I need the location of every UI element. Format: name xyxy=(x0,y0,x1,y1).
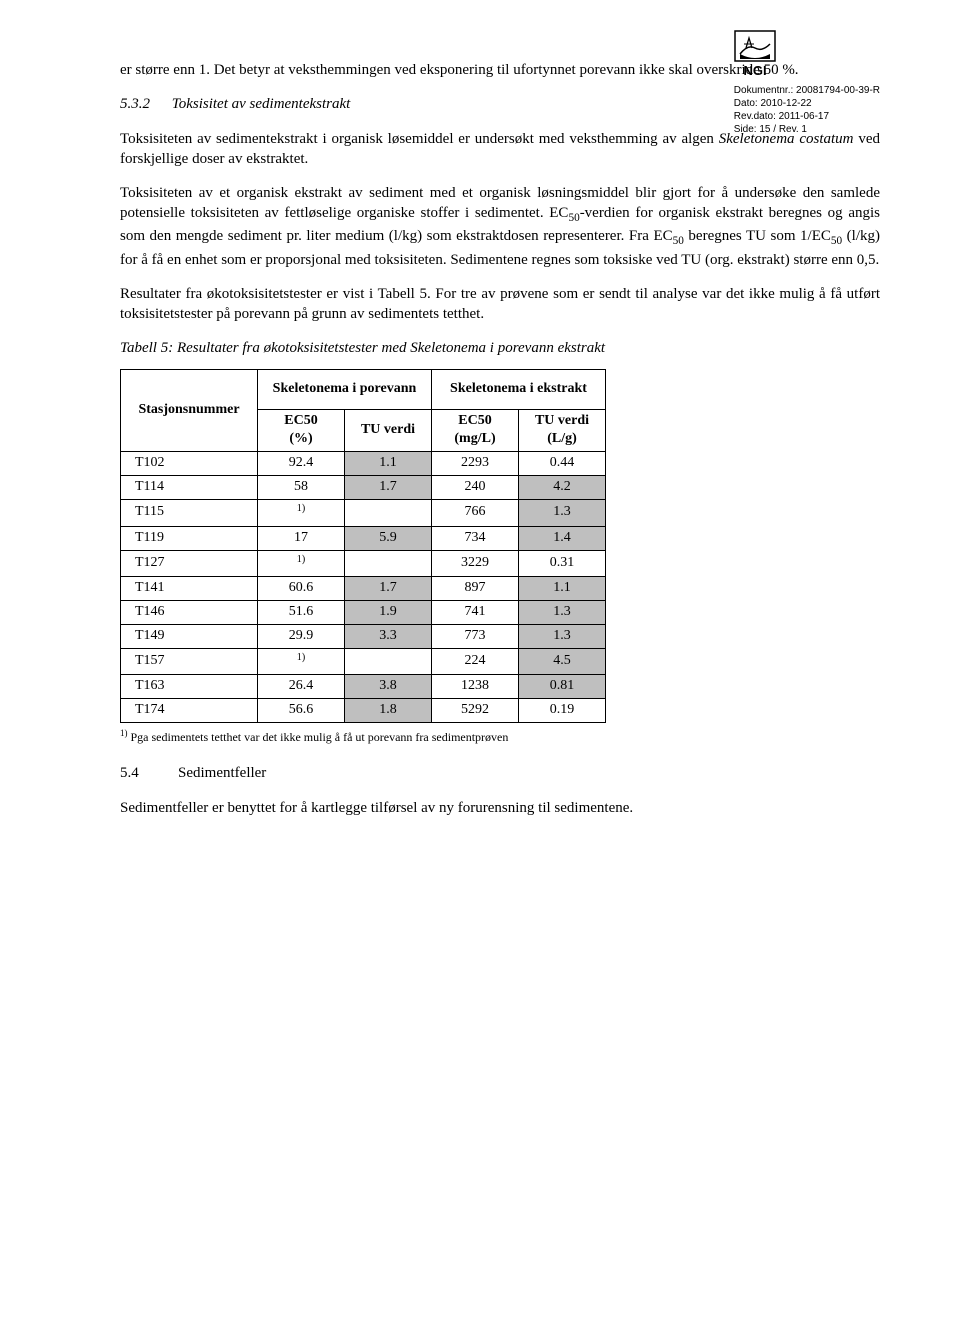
dato-value: 2010-12-22 xyxy=(760,98,811,109)
cell-ec50-mgl: 5292 xyxy=(432,699,519,723)
cell-tu xyxy=(345,500,432,527)
cell-ec50-pct: 1) xyxy=(258,648,345,675)
section-title: Sedimentfeller xyxy=(178,765,266,781)
cell-tu: 1.9 xyxy=(345,600,432,624)
cell-ec50-pct: 26.4 xyxy=(258,675,345,699)
cell-ec50-pct: 51.6 xyxy=(258,600,345,624)
cell-ec50-pct: 58 xyxy=(258,476,345,500)
cell-ec50-mgl: 1238 xyxy=(432,675,519,699)
cell-tu xyxy=(345,648,432,675)
document-body: er større enn 1. Det betyr at veksthemmi… xyxy=(120,60,880,818)
cell-ec50-mgl: 224 xyxy=(432,648,519,675)
cell-station: T174 xyxy=(121,699,258,723)
cell-station: T157 xyxy=(121,648,258,675)
col-station: Stasjonsnummer xyxy=(121,369,258,452)
section-number: 5.3.2 xyxy=(120,94,168,114)
table-row: T16326.43.812380.81 xyxy=(121,675,606,699)
cell-ec50-pct: 56.6 xyxy=(258,699,345,723)
col-group-porevann: Skeletonema i porevann xyxy=(258,369,432,409)
cell-tu-lg: 4.5 xyxy=(519,648,606,675)
revdato-label: Rev.dato: xyxy=(734,111,776,122)
cell-tu-lg: 1.3 xyxy=(519,624,606,648)
side-value: 15 / Rev. 1 xyxy=(759,124,807,135)
section-heading-54: 5.4Sedimentfeller xyxy=(120,763,880,783)
table-row: T119175.97341.4 xyxy=(121,526,606,550)
cell-station: T146 xyxy=(121,600,258,624)
cell-ec50-pct: 1) xyxy=(258,550,345,577)
table-row: T1151) 7661.3 xyxy=(121,500,606,527)
paragraph: Sedimentfeller er benyttet for å kartleg… xyxy=(120,798,880,818)
ngi-logo: NGI xyxy=(734,30,880,78)
table-footnote: 1) Pga sedimentets tetthet var det ikke … xyxy=(120,727,880,745)
document-meta: Dokumentnr.: 20081794-00-39-R Dato: 2010… xyxy=(734,84,880,136)
table-row: T114581.72404.2 xyxy=(121,476,606,500)
section-number: 5.4 xyxy=(120,763,178,783)
cell-tu: 1.1 xyxy=(345,452,432,476)
col-ec50-pct: EC50(%) xyxy=(258,409,345,452)
col-tu: TU verdi xyxy=(345,409,432,452)
table-row: T17456.61.852920.19 xyxy=(121,699,606,723)
cell-tu: 1.8 xyxy=(345,699,432,723)
svg-text:NGI: NGI xyxy=(743,63,766,78)
cell-tu-lg: 0.31 xyxy=(519,550,606,577)
cell-station: T141 xyxy=(121,577,258,601)
cell-tu-lg: 0.19 xyxy=(519,699,606,723)
table-row: T10292.41.122930.44 xyxy=(121,452,606,476)
table-caption: Tabell 5: Resultater fra økotoksisitetst… xyxy=(120,338,880,358)
table-row: T14651.61.97411.3 xyxy=(121,600,606,624)
paragraph: Resultater fra økotoksisitetstester er v… xyxy=(120,284,880,325)
cell-tu: 3.3 xyxy=(345,624,432,648)
section-title: Toksisitet av sedimentekstrakt xyxy=(172,96,351,112)
cell-ec50-mgl: 3229 xyxy=(432,550,519,577)
cell-tu-lg: 1.3 xyxy=(519,500,606,527)
cell-ec50-pct: 17 xyxy=(258,526,345,550)
cell-ec50-mgl: 773 xyxy=(432,624,519,648)
cell-ec50-mgl: 2293 xyxy=(432,452,519,476)
table-row: T14929.93.37731.3 xyxy=(121,624,606,648)
table-row: T1271) 32290.31 xyxy=(121,550,606,577)
docnr-label: Dokumentnr.: xyxy=(734,85,793,96)
col-ec50-mgl: EC50(mg/L) xyxy=(432,409,519,452)
cell-station: T102 xyxy=(121,452,258,476)
cell-ec50-pct: 29.9 xyxy=(258,624,345,648)
cell-station: T119 xyxy=(121,526,258,550)
cell-tu-lg: 1.1 xyxy=(519,577,606,601)
results-table: Stasjonsnummer Skeletonema i porevann Sk… xyxy=(120,369,606,723)
cell-station: T149 xyxy=(121,624,258,648)
dato-label: Dato: xyxy=(734,98,758,109)
cell-tu-lg: 1.4 xyxy=(519,526,606,550)
col-group-ekstrakt: Skeletonema i ekstrakt xyxy=(432,369,606,409)
col-tu-lg: TU verdi(L/g) xyxy=(519,409,606,452)
cell-tu: 3.8 xyxy=(345,675,432,699)
table-row: T14160.61.78971.1 xyxy=(121,577,606,601)
table-row: T1571) 2244.5 xyxy=(121,648,606,675)
cell-tu-lg: 1.3 xyxy=(519,600,606,624)
cell-ec50-mgl: 766 xyxy=(432,500,519,527)
cell-ec50-mgl: 734 xyxy=(432,526,519,550)
cell-tu-lg: 0.81 xyxy=(519,675,606,699)
cell-station: T163 xyxy=(121,675,258,699)
cell-station: T127 xyxy=(121,550,258,577)
paragraph: Toksisiteten av et organisk ekstrakt av … xyxy=(120,183,880,270)
cell-ec50-pct: 60.6 xyxy=(258,577,345,601)
cell-tu-lg: 0.44 xyxy=(519,452,606,476)
docnr-value: 20081794-00-39-R xyxy=(796,85,880,96)
cell-station: T115 xyxy=(121,500,258,527)
cell-tu-lg: 4.2 xyxy=(519,476,606,500)
cell-ec50-pct: 92.4 xyxy=(258,452,345,476)
side-label: Side: xyxy=(734,124,757,135)
cell-ec50-mgl: 741 xyxy=(432,600,519,624)
cell-tu xyxy=(345,550,432,577)
document-header: NGI Dokumentnr.: 20081794-00-39-R Dato: … xyxy=(734,30,880,136)
revdato-value: 2011-06-17 xyxy=(779,111,829,122)
cell-tu: 1.7 xyxy=(345,476,432,500)
cell-tu: 1.7 xyxy=(345,577,432,601)
cell-station: T114 xyxy=(121,476,258,500)
cell-ec50-mgl: 240 xyxy=(432,476,519,500)
cell-tu: 5.9 xyxy=(345,526,432,550)
cell-ec50-mgl: 897 xyxy=(432,577,519,601)
cell-ec50-pct: 1) xyxy=(258,500,345,527)
